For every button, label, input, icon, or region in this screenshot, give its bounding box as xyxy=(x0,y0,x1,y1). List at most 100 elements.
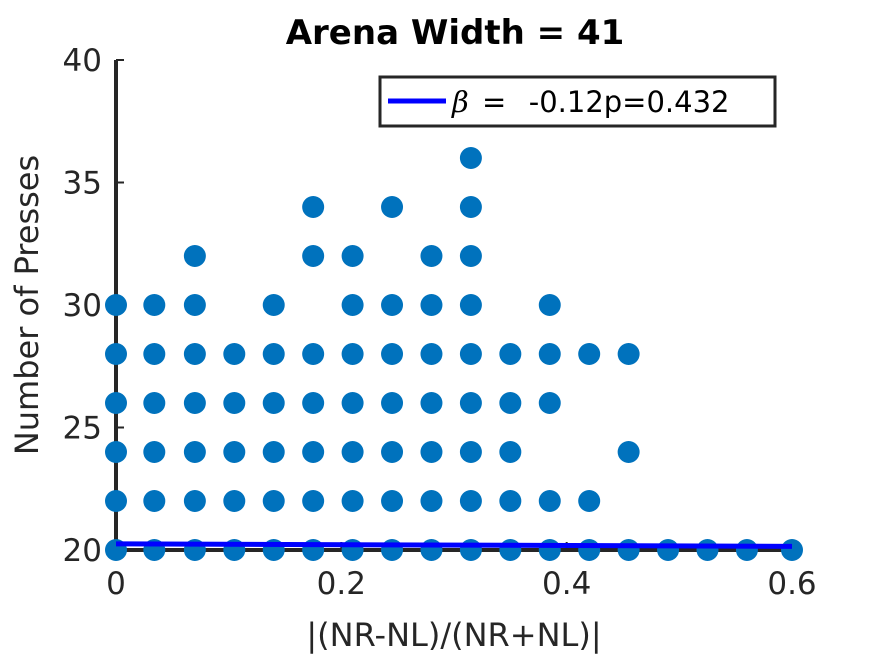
data-point xyxy=(341,392,364,414)
tick-labels: 20 25 30 35 40 0 0.2 0.4 0.6 xyxy=(63,43,817,602)
data-point xyxy=(143,441,166,463)
data-point xyxy=(499,490,522,512)
data-point xyxy=(420,392,443,414)
data-point xyxy=(420,490,443,512)
legend-equals: = xyxy=(473,85,525,119)
data-point xyxy=(381,392,404,414)
data-point xyxy=(617,539,640,561)
data-point xyxy=(381,294,404,316)
data-point xyxy=(420,343,443,365)
data-point xyxy=(459,392,482,414)
data-point xyxy=(578,490,601,512)
x-tick-label: 0.6 xyxy=(767,566,816,602)
data-point xyxy=(341,441,364,463)
data-point xyxy=(105,392,127,414)
x-tick-label: 0.4 xyxy=(542,566,591,602)
data-point xyxy=(499,392,522,414)
data-point xyxy=(262,343,285,365)
data-point xyxy=(105,441,127,463)
data-points xyxy=(105,147,803,561)
legend: β = -0.12p=0.432 xyxy=(378,75,777,128)
data-point xyxy=(302,245,325,267)
legend-value: -0.12p=0.432 xyxy=(529,85,730,119)
data-point xyxy=(499,539,522,561)
data-point xyxy=(538,539,561,561)
data-point xyxy=(538,392,561,414)
data-point xyxy=(341,343,364,365)
data-point xyxy=(183,441,206,463)
y-tick-label: 40 xyxy=(63,43,102,79)
legend-label: β = -0.12p=0.432 xyxy=(451,85,730,119)
y-axis-label: Number of Presses xyxy=(8,155,46,455)
data-point xyxy=(302,343,325,365)
data-point xyxy=(183,245,206,267)
data-point xyxy=(262,490,285,512)
data-point xyxy=(459,441,482,463)
data-point xyxy=(302,392,325,414)
data-point xyxy=(223,441,246,463)
data-point xyxy=(183,392,206,414)
legend-beta-symbol: β xyxy=(451,85,469,119)
data-point xyxy=(459,147,482,169)
data-point xyxy=(105,343,127,365)
data-point xyxy=(420,539,443,561)
y-tick-label: 20 xyxy=(63,533,102,569)
data-point xyxy=(538,294,561,316)
data-point xyxy=(735,539,758,561)
data-point xyxy=(459,490,482,512)
data-point xyxy=(459,343,482,365)
data-point xyxy=(420,441,443,463)
data-point xyxy=(223,343,246,365)
data-point xyxy=(341,294,364,316)
data-point xyxy=(420,294,443,316)
data-point xyxy=(538,343,561,365)
y-tick-label: 30 xyxy=(63,288,102,324)
data-point xyxy=(302,490,325,512)
data-point xyxy=(657,539,680,561)
data-point xyxy=(617,441,640,463)
data-point xyxy=(781,539,803,561)
data-point xyxy=(459,539,482,561)
data-point xyxy=(538,490,561,512)
data-point xyxy=(223,392,246,414)
data-point xyxy=(105,294,127,316)
x-tick-label: 0.2 xyxy=(317,566,366,602)
data-point xyxy=(381,490,404,512)
data-point xyxy=(499,441,522,463)
data-point xyxy=(302,196,325,218)
data-point xyxy=(341,245,364,267)
data-point xyxy=(341,490,364,512)
data-point xyxy=(459,294,482,316)
data-point xyxy=(143,294,166,316)
data-point xyxy=(105,490,127,512)
data-point xyxy=(381,343,404,365)
data-point xyxy=(381,196,404,218)
y-tick-label: 35 xyxy=(63,166,102,202)
data-point xyxy=(381,441,404,463)
data-point xyxy=(223,490,246,512)
data-point xyxy=(143,490,166,512)
data-point xyxy=(143,392,166,414)
data-point xyxy=(262,392,285,414)
data-point xyxy=(183,294,206,316)
data-point xyxy=(459,245,482,267)
ticks xyxy=(115,59,793,551)
data-point xyxy=(381,539,404,561)
fit-line xyxy=(115,541,793,549)
data-point xyxy=(302,441,325,463)
x-tick-label: 0 xyxy=(106,566,126,602)
axes xyxy=(114,60,794,552)
data-point xyxy=(617,343,640,365)
y-tick-label: 25 xyxy=(63,411,102,447)
data-point xyxy=(143,343,166,365)
data-point xyxy=(183,490,206,512)
data-point xyxy=(499,343,522,365)
data-point xyxy=(262,294,285,316)
data-point xyxy=(420,245,443,267)
data-point xyxy=(578,343,601,365)
data-point xyxy=(696,539,719,561)
chart-title: Arena Width = 41 xyxy=(286,13,625,53)
data-point xyxy=(459,196,482,218)
legend-box xyxy=(378,75,777,128)
